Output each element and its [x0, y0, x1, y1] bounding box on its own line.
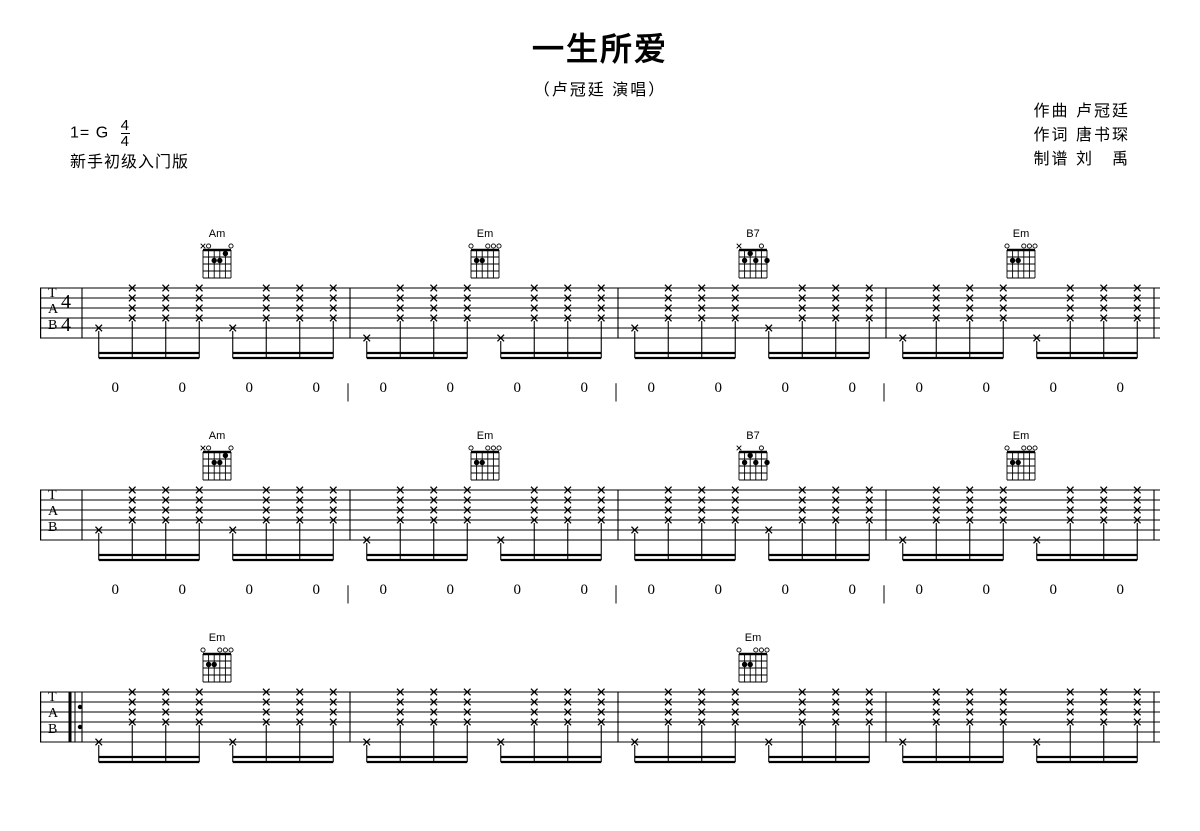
key-row: 1= G 4 4: [70, 118, 189, 149]
page: 一生所爱 （卢冠廷 演唱） 1= G 4 4 新手初级入门版 作曲 卢冠廷 作词…: [0, 0, 1200, 831]
chord-diagram: Em: [467, 228, 503, 284]
chord-name: Am: [199, 228, 235, 240]
lyric-rest: 0: [112, 380, 120, 397]
lyric-barline: |: [882, 380, 886, 403]
lyric-rest: 0: [782, 380, 790, 397]
lyric-rest: 0: [514, 380, 522, 397]
svg-text:A: A: [48, 504, 59, 519]
lyric-row: 0 0 0 0 | 0 0 0 0 | 0 0 0 0 | 0 0 0 0: [40, 582, 1160, 604]
lyric-rest: 0: [849, 582, 857, 599]
lyric-rest: 0: [380, 380, 388, 397]
lyric-barline: |: [346, 582, 350, 605]
tab-staff: TAB44: [40, 282, 1160, 352]
lyric-rest: 0: [983, 582, 991, 599]
lyric-rest: 0: [1050, 380, 1058, 397]
svg-text:T: T: [48, 690, 57, 705]
chord-name: Em: [1003, 430, 1039, 442]
svg-text:B: B: [48, 318, 57, 333]
lyric-rest: 0: [313, 582, 321, 599]
chord-name: Em: [1003, 228, 1039, 240]
lyric-rest: 0: [112, 582, 120, 599]
chord-diagram: Am: [199, 228, 235, 284]
chord-name: Em: [467, 430, 503, 442]
tab-staff: TAB: [40, 484, 1160, 554]
lyric-rest: 0: [648, 380, 656, 397]
time-signature: 4 4: [121, 118, 130, 149]
lyric-row: 0 0 0 0 | 0 0 0 0 | 0 0 0 0 | 0 0 0 0: [40, 380, 1160, 402]
lyric-rest: 0: [313, 380, 321, 397]
lyric-rest: 0: [983, 380, 991, 397]
lyric-row: [40, 784, 1160, 806]
chord-diagram: Em: [1003, 430, 1039, 486]
meta-left: 1= G 4 4 新手初级入门版: [70, 118, 189, 176]
lyric-rest: 0: [246, 582, 254, 599]
svg-text:A: A: [48, 302, 59, 317]
chord-row: Am Em B7 Em: [40, 430, 1160, 484]
chord-diagram: Am: [199, 430, 235, 486]
svg-text:4: 4: [61, 314, 71, 336]
lyric-barline: |: [614, 582, 618, 605]
lyric-rest: 0: [514, 582, 522, 599]
svg-text:T: T: [48, 488, 57, 503]
system-3: Em Em TAB: [40, 632, 1160, 806]
chord-diagram: B7: [735, 430, 771, 486]
lyric-rest: 0: [581, 582, 589, 599]
system-1: Am Em B7 Em TAB44 0 0 0 0 | 0 0 0 0 | 0 0 0 0 | 0 0 0 0: [40, 228, 1160, 402]
chord-row: Em Em: [40, 632, 1160, 686]
lyric-rest: 0: [380, 582, 388, 599]
lyric-rest: 0: [581, 380, 589, 397]
lyric-rest: 0: [849, 380, 857, 397]
key-label: 1= G: [70, 125, 109, 142]
chord-name: Em: [467, 228, 503, 240]
chord-name: Em: [735, 632, 771, 644]
lyric-rest: 0: [1117, 380, 1125, 397]
lyric-rest: 0: [715, 380, 723, 397]
level-label: 新手初级入门版: [70, 149, 189, 176]
chord-name: B7: [735, 228, 771, 240]
lyric-barline: |: [882, 582, 886, 605]
svg-text:A: A: [48, 706, 59, 721]
meta-right: 作曲 卢冠廷 作词 唐书琛 制谱 刘 禹: [1034, 100, 1130, 172]
svg-text:4: 4: [61, 291, 71, 313]
chord-name: B7: [735, 430, 771, 442]
svg-text:B: B: [48, 520, 57, 535]
lyric-rest: 0: [916, 380, 924, 397]
time-sig-den: 4: [121, 133, 130, 149]
lyric-rest: 0: [179, 380, 187, 397]
chord-diagram: Em: [199, 632, 235, 688]
lyric-barline: |: [346, 380, 350, 403]
composer-label: 作曲 卢冠廷: [1034, 100, 1130, 124]
chord-diagram: Em: [467, 430, 503, 486]
tabber-label: 制谱 刘 禹: [1034, 148, 1130, 172]
song-subtitle: （卢冠廷 演唱）: [0, 76, 1200, 100]
chord-name: Em: [199, 632, 235, 644]
lyricist-label: 作词 唐书琛: [1034, 124, 1130, 148]
lyric-rest: 0: [246, 380, 254, 397]
chord-row: Am Em B7 Em: [40, 228, 1160, 282]
tab-staff: TAB: [40, 686, 1160, 756]
lyric-barline: |: [614, 380, 618, 403]
lyric-rest: 0: [447, 380, 455, 397]
chord-diagram: Em: [1003, 228, 1039, 284]
lyric-rest: 0: [648, 582, 656, 599]
lyric-rest: 0: [1117, 582, 1125, 599]
song-title: 一生所爱: [0, 24, 1200, 70]
chord-diagram: Em: [735, 632, 771, 688]
system-2: Am Em B7 Em TAB 0 0 0 0 | 0 0 0 0 | 0 0 0 0 | 0 0 0 0: [40, 430, 1160, 604]
time-sig-num: 4: [121, 118, 130, 133]
svg-text:T: T: [48, 286, 57, 301]
lyric-rest: 0: [782, 582, 790, 599]
chord-diagram: B7: [735, 228, 771, 284]
lyric-rest: 0: [916, 582, 924, 599]
lyric-rest: 0: [447, 582, 455, 599]
lyric-rest: 0: [179, 582, 187, 599]
lyric-rest: 0: [715, 582, 723, 599]
chord-name: Am: [199, 430, 235, 442]
lyric-rest: 0: [1050, 582, 1058, 599]
svg-text:B: B: [48, 722, 57, 737]
